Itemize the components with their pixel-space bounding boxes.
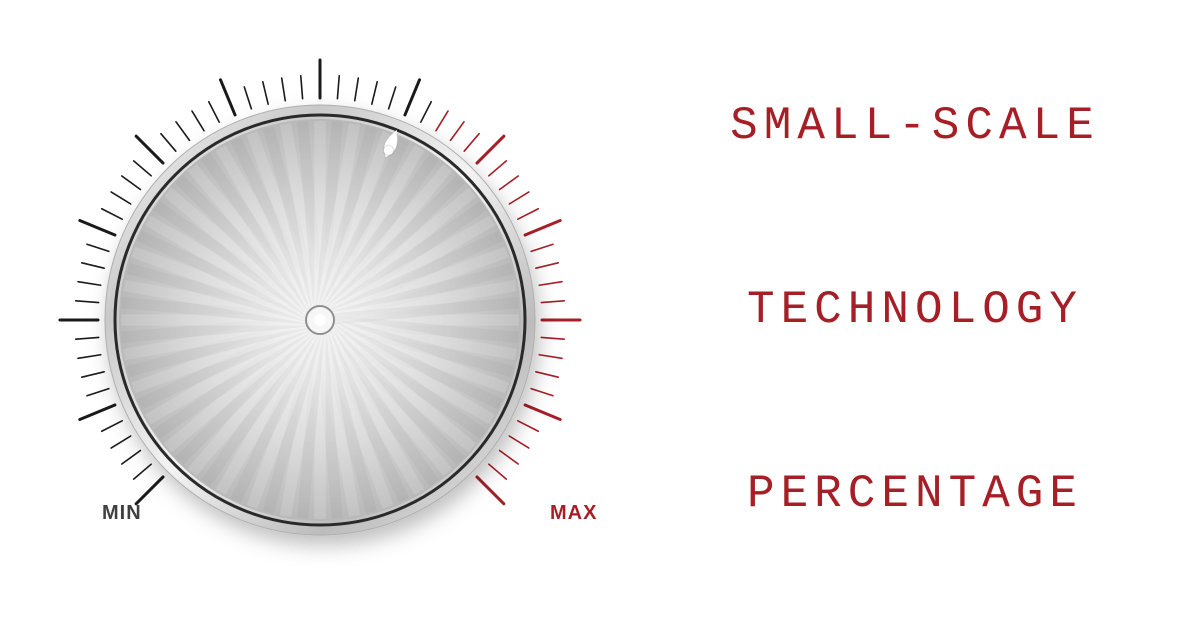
max-label: MAX xyxy=(550,502,597,525)
min-label: MIN xyxy=(102,502,142,525)
title-line-1: SMALL-SCALE xyxy=(730,100,1100,152)
dial-knob[interactable] xyxy=(105,105,535,535)
dial-svg xyxy=(40,10,600,620)
title-line-2: TECHNOLOGY xyxy=(747,284,1083,336)
title-text: SMALL-SCALE TECHNOLOGY PERCENTAGE xyxy=(660,100,1170,520)
title-line-3: PERCENTAGE xyxy=(747,468,1083,520)
dial-container: MIN MAX xyxy=(40,10,600,620)
